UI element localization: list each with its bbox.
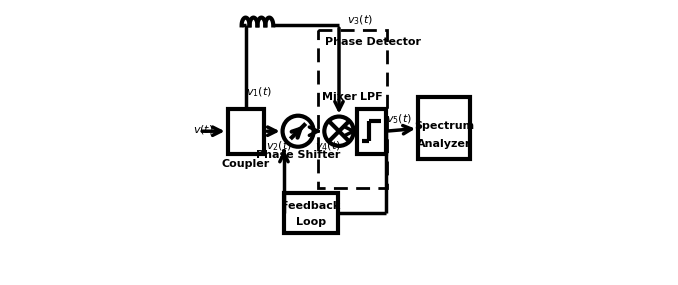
Bar — [418, 97, 471, 159]
Bar — [228, 109, 264, 154]
Text: Spectrum: Spectrum — [414, 121, 475, 131]
Text: Analyzer: Analyzer — [417, 139, 471, 149]
Text: Coupler: Coupler — [222, 159, 270, 169]
Text: Phase Detector: Phase Detector — [325, 37, 421, 47]
Text: $v_5(t)$: $v_5(t)$ — [386, 112, 412, 126]
Bar — [284, 193, 338, 233]
Text: Loop: Loop — [296, 217, 326, 227]
Bar — [318, 30, 387, 188]
Text: $v_1(t)$: $v_1(t)$ — [246, 85, 273, 99]
Text: LPF: LPF — [360, 92, 383, 102]
Text: $v_2(t)$: $v_2(t)$ — [266, 140, 292, 153]
Text: Feedback: Feedback — [281, 201, 340, 211]
Bar — [357, 109, 386, 154]
Text: Mixer: Mixer — [321, 92, 357, 102]
Text: Phase Shifter: Phase Shifter — [256, 150, 340, 160]
Text: $v(t)$: $v(t)$ — [193, 123, 214, 136]
Text: $v_4(t)$: $v_4(t)$ — [315, 140, 341, 153]
Text: $v_3(t)$: $v_3(t)$ — [347, 13, 374, 27]
